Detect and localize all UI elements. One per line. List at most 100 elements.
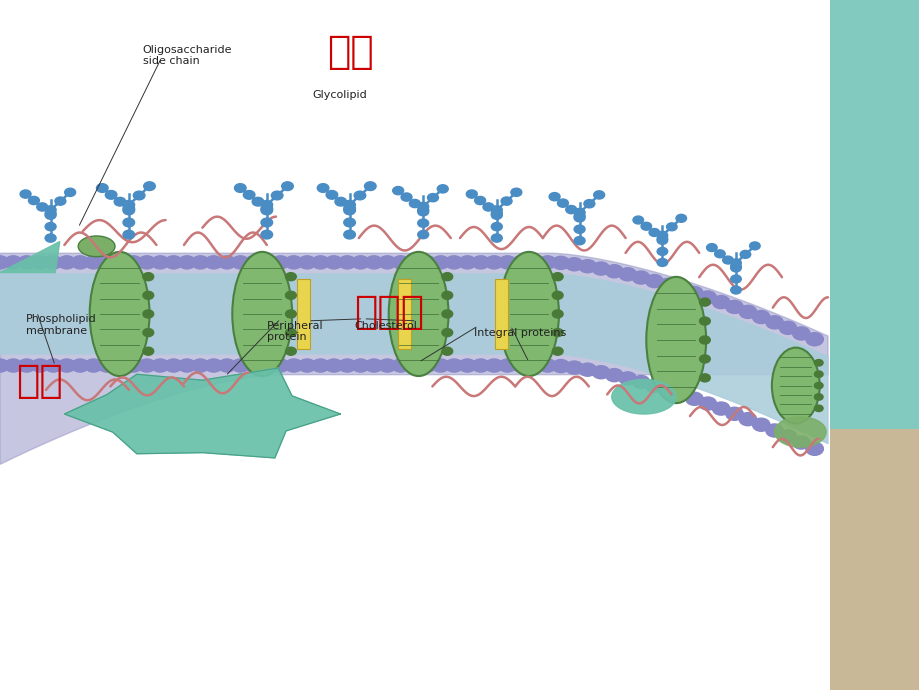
Circle shape	[285, 359, 302, 372]
Circle shape	[417, 206, 428, 214]
Circle shape	[18, 359, 36, 372]
Circle shape	[752, 418, 769, 431]
Circle shape	[418, 359, 436, 372]
Circle shape	[551, 359, 569, 373]
Circle shape	[351, 359, 369, 372]
Bar	[398, 279, 411, 348]
Circle shape	[631, 271, 649, 284]
Circle shape	[685, 286, 702, 299]
Text: Integral proteins: Integral proteins	[473, 328, 565, 337]
Circle shape	[391, 256, 409, 269]
Circle shape	[765, 316, 782, 329]
Circle shape	[244, 359, 262, 372]
Circle shape	[72, 256, 89, 269]
Circle shape	[765, 424, 782, 437]
Circle shape	[813, 405, 823, 411]
Circle shape	[261, 200, 272, 209]
Circle shape	[491, 222, 502, 230]
Circle shape	[565, 257, 583, 270]
Circle shape	[312, 256, 329, 269]
Circle shape	[45, 206, 56, 214]
Circle shape	[344, 206, 355, 215]
Circle shape	[271, 359, 289, 372]
Polygon shape	[0, 253, 827, 464]
Circle shape	[5, 359, 22, 372]
Circle shape	[466, 190, 477, 198]
Circle shape	[285, 273, 296, 281]
Circle shape	[244, 256, 262, 269]
Text: Cholesterol: Cholesterol	[354, 321, 416, 331]
Circle shape	[178, 359, 196, 372]
Circle shape	[641, 222, 651, 230]
Circle shape	[298, 359, 315, 372]
Circle shape	[123, 204, 134, 213]
Circle shape	[85, 359, 102, 372]
Circle shape	[551, 347, 562, 355]
Circle shape	[813, 371, 823, 377]
Circle shape	[685, 392, 702, 405]
Circle shape	[813, 359, 823, 366]
Circle shape	[675, 215, 686, 222]
Circle shape	[191, 359, 209, 372]
Circle shape	[344, 230, 355, 239]
Circle shape	[261, 218, 272, 227]
Polygon shape	[774, 417, 825, 447]
Text: Glycolipid: Glycolipid	[312, 90, 368, 99]
Circle shape	[45, 359, 62, 372]
Circle shape	[142, 310, 153, 318]
Circle shape	[344, 218, 355, 227]
Circle shape	[125, 256, 142, 269]
Circle shape	[510, 188, 521, 197]
Circle shape	[37, 203, 48, 211]
Circle shape	[658, 384, 675, 397]
Text: Oligosaccharide
side chain: Oligosaccharide side chain	[142, 45, 232, 66]
Circle shape	[165, 256, 182, 269]
Circle shape	[645, 275, 663, 288]
Circle shape	[573, 214, 584, 222]
Circle shape	[58, 256, 75, 269]
Circle shape	[64, 188, 75, 197]
Circle shape	[618, 268, 636, 281]
Circle shape	[698, 298, 709, 306]
Circle shape	[138, 256, 155, 269]
Circle shape	[485, 256, 503, 269]
Polygon shape	[64, 368, 340, 458]
Circle shape	[706, 244, 717, 252]
Circle shape	[45, 234, 56, 242]
Circle shape	[605, 265, 622, 278]
Circle shape	[85, 256, 102, 269]
Circle shape	[378, 256, 395, 269]
Circle shape	[551, 328, 562, 337]
Circle shape	[98, 256, 116, 269]
Circle shape	[218, 359, 235, 372]
Circle shape	[45, 209, 56, 217]
Circle shape	[740, 250, 750, 258]
Circle shape	[813, 382, 823, 388]
Circle shape	[714, 250, 724, 258]
Circle shape	[31, 359, 49, 372]
Circle shape	[441, 291, 452, 299]
Circle shape	[573, 237, 584, 245]
Circle shape	[813, 394, 823, 400]
Circle shape	[474, 197, 485, 205]
Circle shape	[501, 197, 512, 205]
Circle shape	[485, 359, 503, 372]
Circle shape	[364, 181, 376, 190]
Circle shape	[106, 190, 117, 199]
Circle shape	[593, 191, 604, 199]
Circle shape	[5, 256, 22, 269]
Circle shape	[232, 359, 249, 372]
Circle shape	[578, 363, 596, 376]
Circle shape	[18, 256, 36, 269]
Circle shape	[232, 256, 249, 269]
Polygon shape	[0, 274, 827, 444]
Circle shape	[565, 206, 576, 214]
Circle shape	[324, 256, 342, 269]
Circle shape	[271, 191, 283, 200]
Circle shape	[459, 256, 476, 269]
Circle shape	[417, 230, 428, 239]
Circle shape	[165, 359, 182, 372]
Circle shape	[656, 235, 667, 243]
Circle shape	[725, 407, 743, 420]
Circle shape	[584, 199, 595, 208]
